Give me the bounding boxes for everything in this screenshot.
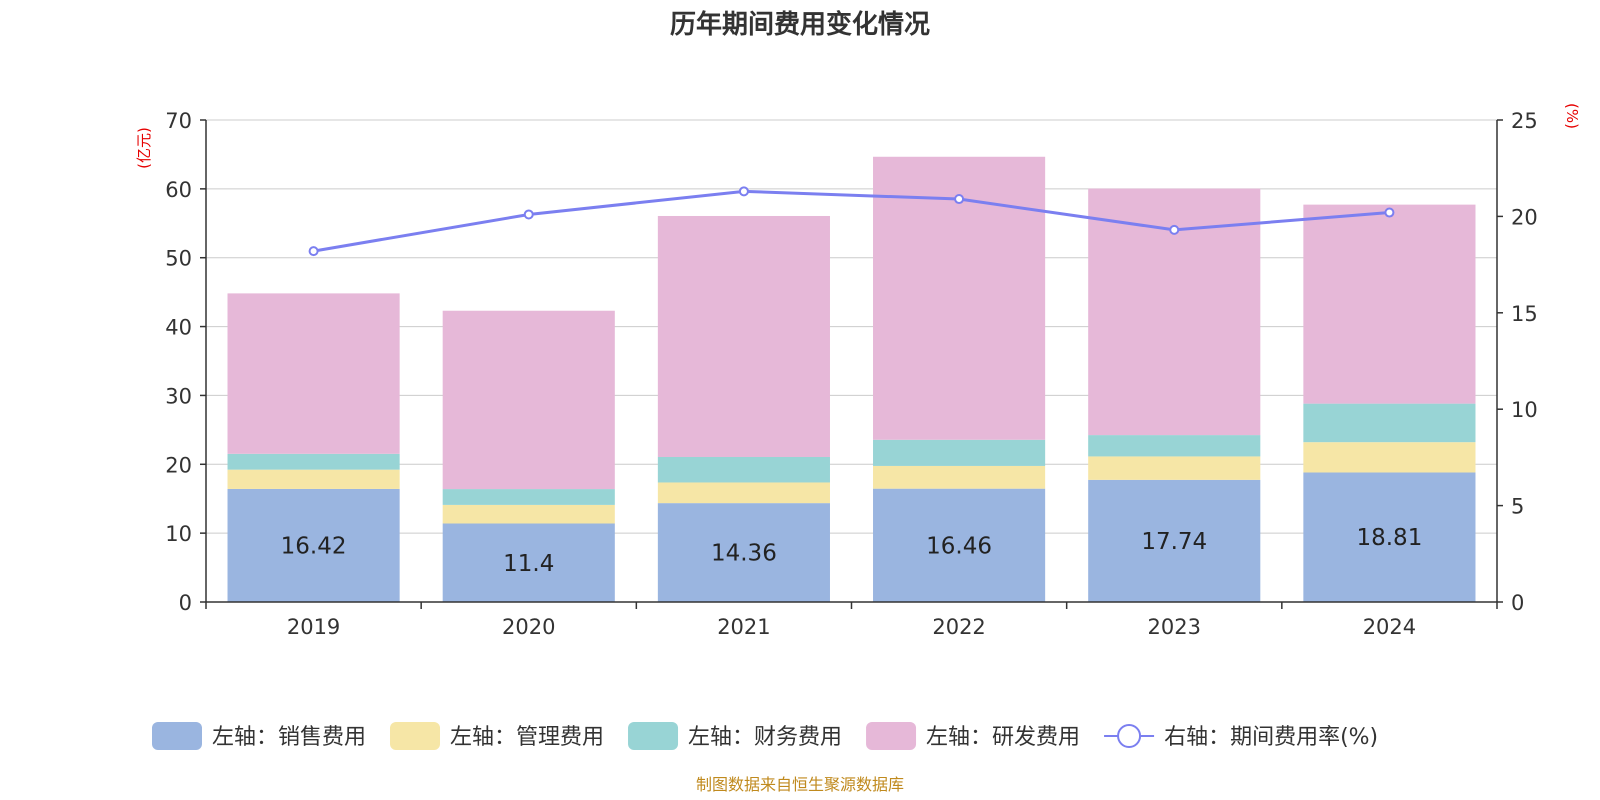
bars (227, 156, 1476, 602)
left-tick-label: 0 (179, 591, 192, 615)
bar-value-label: 16.42 (281, 533, 347, 559)
x-tick-label: 2020 (502, 615, 555, 639)
rate-point (523, 209, 534, 220)
bar-segment (442, 504, 615, 524)
legend-label: 左轴：销售费用 (212, 725, 366, 750)
bar-value-label: 16.46 (926, 533, 992, 559)
bar-segment (1303, 472, 1476, 602)
left-axis-unit: (亿元) (135, 127, 153, 169)
x-tick-label: 2024 (1363, 615, 1416, 639)
right-tick-label: 20 (1511, 205, 1538, 229)
legend: 左轴：销售费用 左轴：管理费用 左轴：财务费用 左轴：研发费用 右轴：期间费用率(%) (152, 722, 1378, 750)
axes: 0 10 20 30 40 50 60 70 0 5 10 15 20 25 2019 2020 2021 202… (165, 109, 1537, 639)
x-tick-label: 2021 (717, 615, 770, 639)
bar-segment (657, 482, 830, 504)
left-tick-label: 70 (165, 109, 192, 133)
left-tick-label: 30 (165, 384, 192, 408)
legend-swatch (152, 722, 202, 750)
legend-line-marker (1117, 724, 1142, 748)
rate-point (308, 246, 319, 257)
bar-segment (873, 488, 1046, 602)
bar-segment (873, 465, 1046, 489)
rate-point (1384, 207, 1395, 218)
bar-segment (442, 489, 615, 505)
bar-value-label: 14.36 (711, 541, 777, 567)
x-tick-label: 2022 (932, 615, 985, 639)
left-tick-label: 60 (165, 178, 192, 202)
source-note: 制图数据来自恒生聚源数据库 (696, 775, 904, 794)
bar-segment (657, 456, 830, 483)
left-tick-label: 10 (165, 522, 192, 546)
bar-segment (1303, 442, 1476, 473)
bar-segment (657, 503, 830, 602)
left-tick-label: 50 (165, 247, 192, 271)
bar-segment (873, 439, 1046, 466)
left-tick-label: 20 (165, 453, 192, 477)
right-tick-label: 0 (1511, 591, 1524, 615)
bar-segment (227, 293, 400, 454)
x-tick-label: 2023 (1148, 615, 1201, 639)
legend-swatch (390, 722, 441, 750)
bar-segment (442, 310, 615, 490)
bar-value-label: 11.4 (503, 551, 554, 577)
chart-title: 历年期间费用变化情况 (670, 9, 930, 40)
bar-value-label: 18.81 (1356, 525, 1422, 551)
gridlines (206, 119, 1497, 534)
bar-segment (1303, 204, 1476, 404)
right-axis-unit: (%) (1563, 103, 1581, 129)
bar-segment (657, 215, 830, 457)
bar-segment (1088, 456, 1261, 480)
left-tick-label: 40 (165, 316, 192, 340)
right-tick-label: 5 (1511, 495, 1524, 519)
legend-swatch (866, 722, 917, 750)
legend-label: 左轴：财务费用 (688, 725, 842, 750)
rate-polyline (313, 189, 1390, 253)
bar-labels: 16.42 11.4 14.36 16.46 17.74 18.81 (281, 525, 1423, 577)
bar-segment (1303, 403, 1476, 443)
rate-point (1169, 224, 1180, 235)
legend-label: 左轴：管理费用 (450, 725, 604, 750)
legend-swatch (628, 722, 679, 750)
rate-point (738, 186, 749, 197)
x-tick-label: 2019 (287, 615, 340, 639)
right-tick-label: 25 (1511, 109, 1538, 133)
rate-line (308, 186, 1395, 257)
bar-segment (227, 453, 400, 470)
right-tick-label: 10 (1511, 398, 1538, 422)
bar-segment (442, 523, 615, 602)
bar-segment (1088, 435, 1261, 457)
legend-label: 左轴：研发费用 (926, 725, 1080, 750)
right-tick-label: 15 (1511, 302, 1538, 326)
bar-segment (227, 488, 400, 602)
rate-point (954, 194, 965, 205)
legend-label: 右轴：期间费用率(%) (1164, 725, 1378, 750)
bar-segment (227, 469, 400, 489)
bar-segment (1088, 479, 1261, 602)
bar-value-label: 17.74 (1141, 529, 1207, 555)
